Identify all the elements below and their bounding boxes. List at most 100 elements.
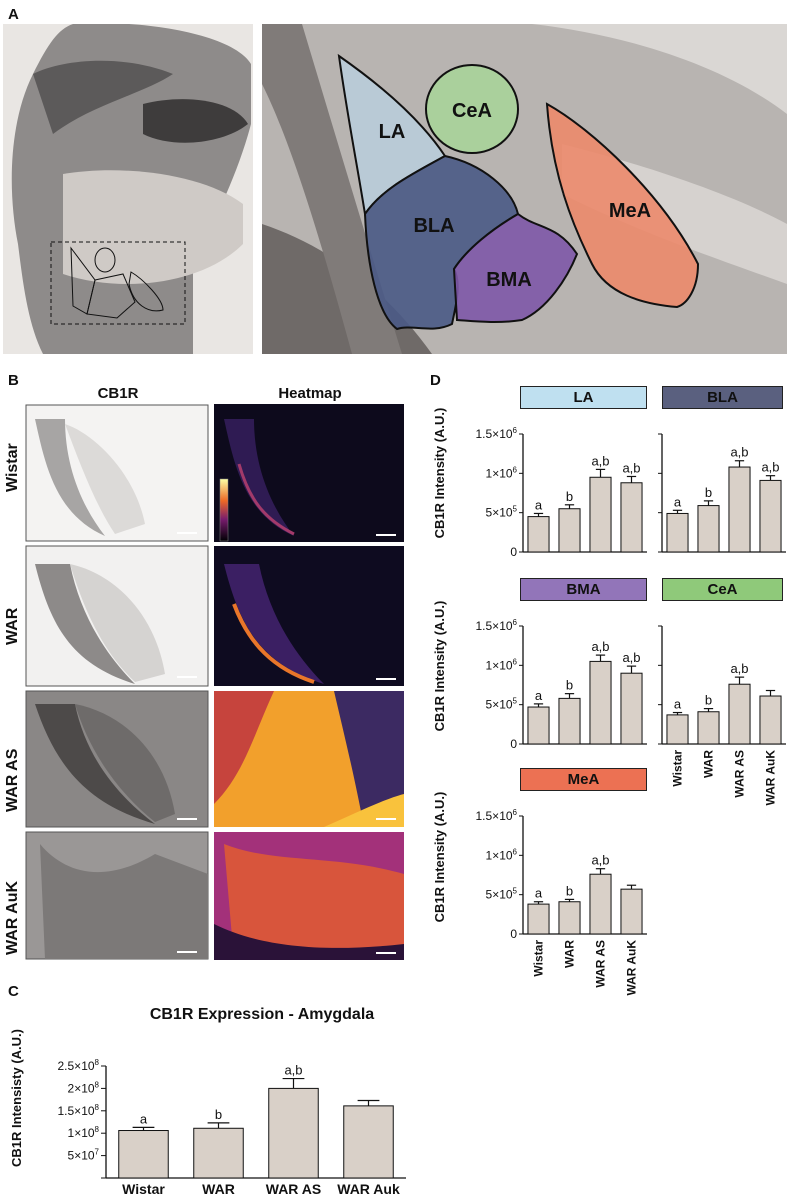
bar-0 bbox=[666, 714, 689, 745]
chart-mea-title: MeA bbox=[520, 768, 647, 791]
x-tick-label-2: WAR AS bbox=[266, 1181, 321, 1197]
y-tick-label-2: 1×106 bbox=[486, 465, 518, 480]
chart-d-ylabel-bottom: CB1R Intensity (A.U.) bbox=[432, 792, 447, 923]
x-tick-label-0: Wistar bbox=[532, 940, 546, 977]
bar-1 bbox=[697, 505, 720, 553]
bar-1 bbox=[558, 508, 581, 553]
bar-0 bbox=[527, 706, 550, 745]
panel-letter-d: D bbox=[430, 372, 441, 389]
chart-cea: a Wistar b WAR a,b WAR AS WAR AuK bbox=[658, 625, 786, 806]
row-label-war-as: WAR AS bbox=[4, 748, 21, 812]
bar-1 bbox=[697, 711, 720, 745]
brain-section-overview-image bbox=[3, 24, 253, 354]
region-label-la: LA bbox=[379, 121, 406, 143]
bar-2 bbox=[268, 1087, 319, 1179]
region-mea bbox=[545, 102, 700, 309]
y-tick-label-2: 1×106 bbox=[486, 847, 518, 862]
amygdala-regions-image: LA CeA BLA BMA MeA bbox=[262, 24, 787, 354]
x-tick-label-0: Wistar bbox=[671, 750, 685, 787]
y-tick-label-0: 0 bbox=[510, 927, 517, 941]
bar-3 bbox=[620, 672, 643, 745]
significance-label-0: a bbox=[535, 688, 543, 703]
bar-3 bbox=[620, 888, 643, 935]
significance-label-0: a bbox=[535, 497, 543, 512]
chart-c-ylabel: CB1R Intensisty (A.U.) bbox=[9, 1029, 24, 1167]
row-label-war-auk: WAR AuK bbox=[4, 880, 21, 955]
x-tick-label-0: Wistar bbox=[122, 1181, 165, 1197]
bar-3 bbox=[759, 695, 782, 745]
chart-c-title: CB1R Expression - Amygdala bbox=[150, 1006, 374, 1023]
bar-1 bbox=[558, 697, 581, 745]
region-cea bbox=[425, 64, 519, 154]
chart-bla-title: BLA bbox=[662, 386, 783, 409]
y-tick-label-1: 5×105 bbox=[486, 505, 518, 520]
bar-0 bbox=[666, 512, 689, 553]
charts-d: aba,b a,b05×1051×1061.5×106aba,ba,baba,ba… bbox=[432, 408, 786, 996]
significance-label-2: a,b bbox=[730, 445, 748, 460]
significance-label-1: b bbox=[705, 693, 712, 708]
significance-label-2: a,b bbox=[730, 661, 748, 676]
chart-d-ylabel-top: CB1R Intensity (A.U.) bbox=[432, 408, 447, 539]
bar-0 bbox=[527, 516, 550, 553]
significance-label-1: b bbox=[705, 485, 712, 500]
y-tick-label-3: 1.5×106 bbox=[476, 426, 518, 441]
bar-2 bbox=[728, 683, 751, 745]
significance-label-2: a,b bbox=[591, 853, 609, 868]
x-tick-label-1: WAR bbox=[563, 940, 577, 968]
region-label-bma: BMA bbox=[486, 269, 532, 291]
bar-2 bbox=[589, 476, 612, 553]
x-tick-label-1: WAR bbox=[702, 750, 716, 778]
y-tick-label-3: 1.5×106 bbox=[476, 808, 518, 823]
chart-c: CB1R Expression - Amygdala CB1R Intensis… bbox=[9, 1006, 406, 1197]
panel-letter-b: B bbox=[8, 372, 19, 389]
cb1r-image-column bbox=[25, 404, 209, 960]
significance-label-2: a,b bbox=[591, 639, 609, 654]
significance-label-1: b bbox=[566, 678, 573, 693]
chart-la-title: LA bbox=[520, 386, 647, 409]
significance-label-3: a,b bbox=[622, 650, 640, 665]
chart-cea-title: CeA bbox=[662, 578, 783, 601]
chart-mea: a Wistar b WAR a,b WAR AS WAR AuK 0 5×105 1×106 1.… bbox=[476, 808, 647, 996]
x-tick-label-2: WAR AS bbox=[594, 940, 608, 988]
significance-label-3: a,b bbox=[761, 460, 779, 475]
significance-label-2: a,b bbox=[284, 1063, 302, 1078]
bar-0 bbox=[118, 1130, 169, 1179]
y-tick-label-3: 1.5×106 bbox=[476, 618, 518, 633]
panel-letter-c: C bbox=[8, 983, 19, 1000]
significance-label-0: a bbox=[674, 697, 682, 712]
row-label-wistar: Wistar bbox=[4, 443, 21, 492]
y-tick-label-2: 1.5×108 bbox=[58, 1103, 100, 1118]
y-tick-label-0: 5×107 bbox=[68, 1148, 100, 1163]
significance-label-0: a bbox=[674, 494, 682, 509]
y-tick-label-1: 1×108 bbox=[68, 1125, 100, 1140]
significance-label-3: a,b bbox=[622, 460, 640, 475]
significance-label-0: a bbox=[535, 886, 543, 901]
y-tick-label-4: 2.5×108 bbox=[58, 1058, 100, 1073]
region-label-bla: BLA bbox=[413, 215, 454, 237]
x-tick-label-3: WAR AuK bbox=[625, 940, 639, 996]
y-tick-label-1: 5×105 bbox=[486, 887, 518, 902]
heatmap-image-column bbox=[214, 404, 404, 960]
bar-3 bbox=[343, 1105, 394, 1179]
panel-letter-a: A bbox=[8, 6, 19, 23]
y-tick-label-2: 1×106 bbox=[486, 657, 518, 672]
y-tick-label-0: 0 bbox=[510, 545, 517, 559]
region-label-mea: MeA bbox=[609, 200, 651, 222]
bar-1 bbox=[558, 901, 581, 935]
bar-2 bbox=[589, 660, 612, 745]
x-tick-label-3: WAR Auk bbox=[337, 1181, 400, 1197]
bar-1 bbox=[193, 1127, 244, 1179]
y-tick-label-3: 2×108 bbox=[68, 1080, 100, 1095]
significance-label-1: b bbox=[215, 1107, 222, 1122]
x-tick-label-3: WAR AuK bbox=[764, 750, 778, 806]
x-tick-label-2: WAR AS bbox=[733, 750, 747, 798]
y-tick-label-1: 5×105 bbox=[486, 697, 518, 712]
region-bma bbox=[452, 212, 579, 323]
x-tick-label-1: WAR bbox=[202, 1181, 235, 1197]
significance-label-1: b bbox=[566, 883, 573, 898]
significance-label-1: b bbox=[566, 489, 573, 504]
significance-label-2: a,b bbox=[591, 453, 609, 468]
chart-la: a b a,b a,b 0 5×105 1×106 1.5×106 bbox=[476, 426, 647, 559]
chart-bla: a b a,b a,b bbox=[658, 433, 786, 553]
chart-bma: a b a,b a,b 0 5×105 1×106 1.5×106 bbox=[476, 618, 647, 751]
